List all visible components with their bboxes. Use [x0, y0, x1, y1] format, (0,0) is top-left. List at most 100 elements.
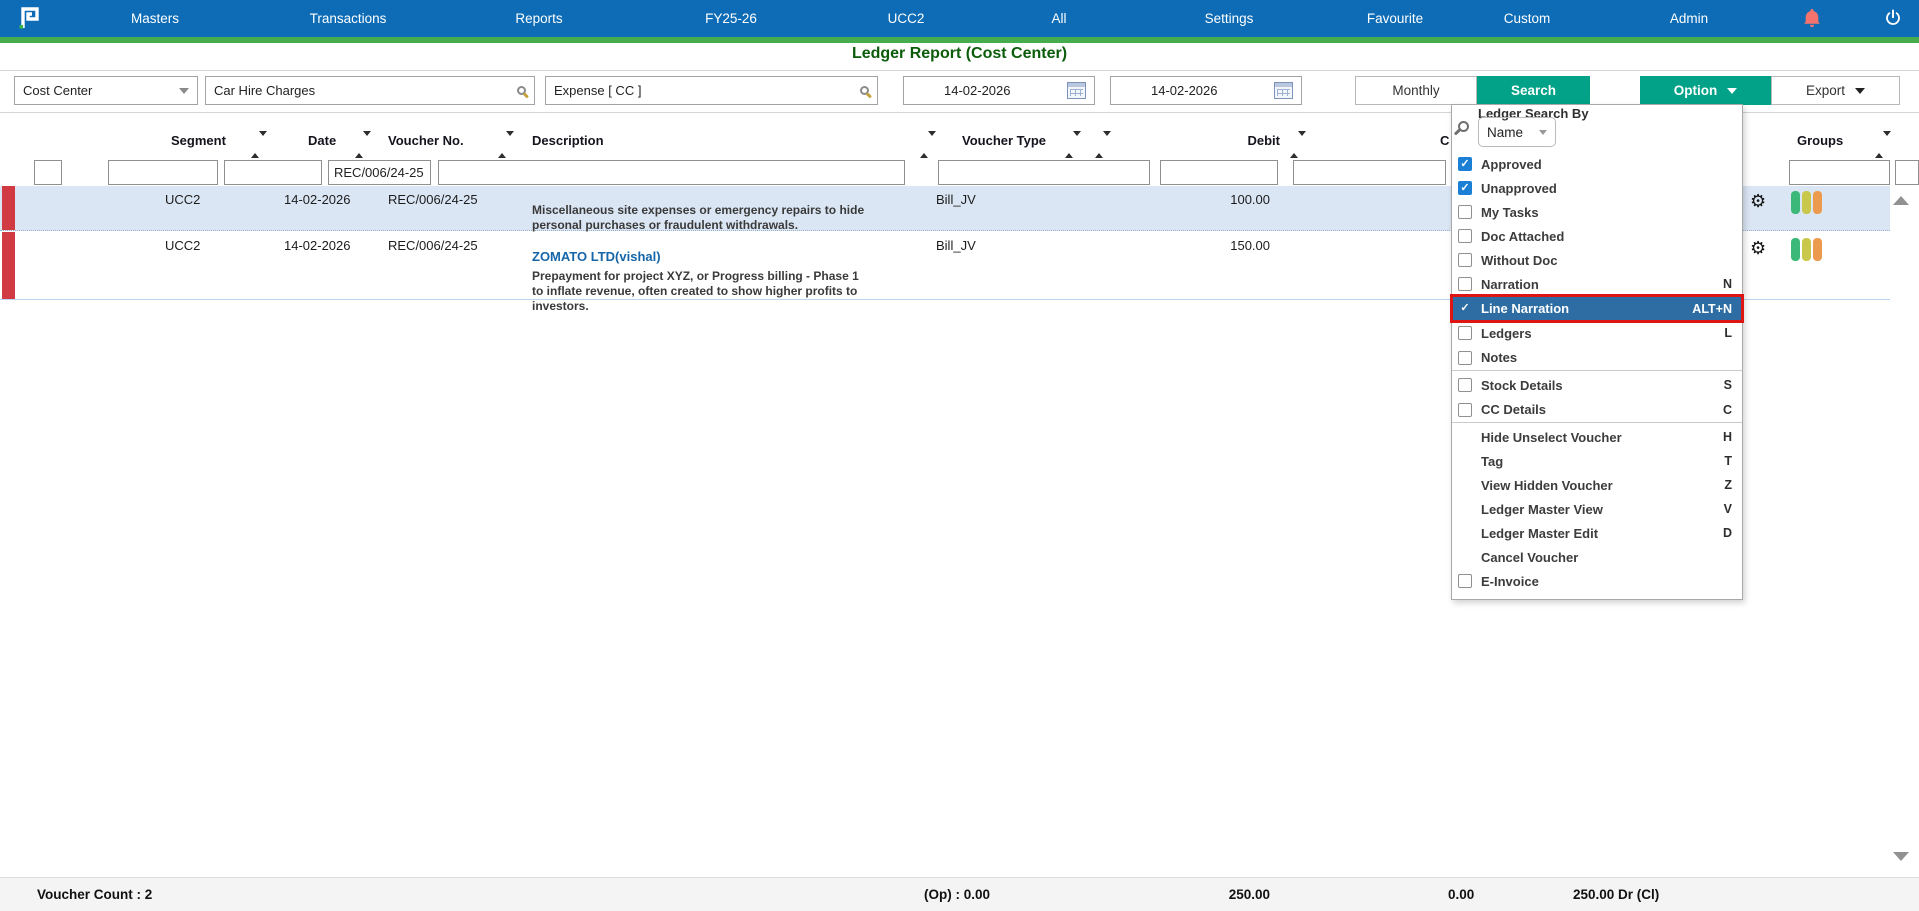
menu-item-ledger-master-view[interactable]: Ledger Master View V	[1481, 501, 1732, 517]
checkbox-checked[interactable]: ✓	[1460, 302, 1470, 314]
group-badges[interactable]	[1791, 238, 1822, 261]
menu-item-tag[interactable]: Tag T	[1481, 453, 1732, 469]
export-button[interactable]: Export	[1771, 76, 1900, 105]
search-by-select[interactable]: Name	[1478, 117, 1556, 147]
nav-all[interactable]: All	[1051, 11, 1067, 26]
nav-accent-bar	[0, 37, 1919, 43]
menu-item-without-doc[interactable]: Without Doc	[1452, 248, 1742, 272]
nav-settings[interactable]: Settings	[1204, 11, 1254, 26]
col-header-credit[interactable]: C	[1440, 133, 1450, 148]
scroll-down-arrow[interactable]	[1893, 852, 1909, 861]
group-badge-green	[1791, 238, 1800, 261]
menu-item-approved[interactable]: ✓ Approved	[1452, 152, 1742, 176]
nav-financial-year[interactable]: FY25-26	[705, 11, 757, 26]
search-icon[interactable]	[860, 86, 869, 95]
menu-item-view-hidden-voucher[interactable]: View Hidden Voucher Z	[1481, 477, 1732, 493]
sort-icon[interactable]	[1065, 131, 1081, 158]
nav-reports[interactable]: Reports	[515, 11, 563, 26]
checkbox-unchecked[interactable]	[1458, 574, 1472, 588]
menu-item-doc-attached[interactable]: Doc Attached	[1452, 224, 1742, 248]
col-header-debit[interactable]: Debit	[1247, 133, 1281, 148]
menu-item-my-tasks[interactable]: My Tasks	[1452, 200, 1742, 224]
checkbox-unchecked[interactable]	[1458, 326, 1472, 340]
sort-icon[interactable]	[1875, 131, 1891, 158]
menu-item-stock-details[interactable]: Stock Details S	[1452, 373, 1742, 397]
nav-transactions[interactable]: Transactions	[309, 11, 387, 26]
sort-icon[interactable]	[498, 131, 514, 158]
table-row[interactable]: UCC2 14-02-2026 REC/006/24-25 ZOMATO LTD…	[0, 232, 1890, 313]
checkbox-checked[interactable]: ✓	[1458, 157, 1472, 171]
notification-bell-icon[interactable]	[1804, 9, 1821, 33]
checkbox-unchecked[interactable]	[1458, 378, 1472, 392]
groups-filter-input[interactable]	[1789, 160, 1890, 185]
gear-icon[interactable]: ⚙	[1750, 191, 1767, 211]
checkbox-checked[interactable]: ✓	[1458, 181, 1472, 195]
checkbox-unchecked[interactable]	[1458, 350, 1472, 365]
select-all-box[interactable]	[34, 160, 62, 185]
sort-icon[interactable]	[251, 131, 267, 158]
menu-item-cancel-voucher[interactable]: Cancel Voucher	[1481, 549, 1579, 565]
from-date-field[interactable]: 14-02-2026	[903, 76, 1095, 105]
search-icon[interactable]	[1458, 121, 1469, 132]
menu-item-narration[interactable]: Narration N	[1452, 272, 1742, 296]
option-button[interactable]: Option	[1640, 76, 1771, 105]
checkbox-unchecked[interactable]	[1458, 277, 1472, 291]
checkbox-unchecked[interactable]	[1458, 205, 1472, 219]
nav-custom[interactable]: Custom	[1503, 11, 1551, 26]
description-filter-input[interactable]	[438, 160, 905, 185]
line-narration-text: Prepayment for project XYZ, or Progress …	[532, 269, 859, 313]
monthly-button[interactable]: Monthly	[1355, 76, 1477, 105]
voucher-no-filter-input[interactable]	[328, 160, 431, 185]
menu-item-ledger-master-edit[interactable]: Ledger Master Edit D	[1481, 525, 1732, 541]
checkbox-unchecked[interactable]	[1458, 229, 1472, 243]
nav-masters[interactable]: Masters	[130, 11, 180, 26]
group-search-field[interactable]: Expense [ CC ]	[545, 76, 878, 105]
from-date-value: 14-02-2026	[944, 83, 1011, 98]
col-header-groups[interactable]: Groups	[1797, 133, 1844, 148]
col-header-segment[interactable]: Segment	[171, 133, 226, 148]
checkbox-unchecked[interactable]	[1458, 402, 1472, 417]
sort-icon[interactable]	[1095, 131, 1111, 158]
gear-icon[interactable]: ⚙	[1750, 238, 1767, 258]
power-icon[interactable]	[1884, 9, 1902, 32]
report-type-select[interactable]: Cost Center	[14, 76, 198, 105]
col-header-voucher-no[interactable]: Voucher No.	[388, 133, 464, 148]
credit-filter-input[interactable]	[1293, 160, 1446, 185]
nav-company[interactable]: UCC2	[887, 11, 925, 26]
group-badges[interactable]	[1791, 191, 1822, 214]
search-icon[interactable]	[517, 86, 526, 95]
date-filter-input[interactable]	[224, 160, 322, 185]
calendar-icon[interactable]	[1274, 82, 1293, 99]
app-logo-icon[interactable]	[16, 5, 42, 36]
sort-icon[interactable]	[1290, 131, 1306, 158]
menu-item-e-invoice[interactable]: E-Invoice	[1452, 569, 1742, 593]
to-date-field[interactable]: 14-02-2026	[1110, 76, 1302, 105]
sort-icon[interactable]	[920, 131, 936, 158]
cell-voucher-no: REC/006/24-25	[388, 238, 478, 253]
ledger-search-field[interactable]: Car Hire Charges	[205, 76, 535, 105]
voucher-type-filter-input[interactable]	[938, 160, 1150, 185]
sort-icon[interactable]	[355, 131, 371, 158]
calendar-icon[interactable]	[1067, 82, 1086, 99]
menu-item-line-narration[interactable]: ✓ Line Narration ALT+N	[1450, 294, 1744, 323]
menu-item-hide-unselect-voucher[interactable]: Hide Unselect Voucher H	[1481, 429, 1732, 445]
checkbox-unchecked[interactable]	[1458, 253, 1472, 267]
menu-item-cc-details[interactable]: CC Details C	[1452, 397, 1742, 423]
menu-item-notes[interactable]: Notes	[1452, 345, 1742, 371]
scroll-up-arrow[interactable]	[1893, 196, 1909, 205]
cell-segment: UCC2	[165, 238, 201, 253]
nav-favourite[interactable]: Favourite	[1366, 11, 1424, 26]
nav-admin[interactable]: Admin	[1669, 11, 1709, 26]
segment-filter-input[interactable]	[108, 160, 218, 185]
menu-item-ledgers[interactable]: Ledgers L	[1452, 321, 1742, 345]
col-header-voucher-type[interactable]: Voucher Type	[962, 133, 1047, 148]
col-header-date[interactable]: Date	[308, 133, 337, 148]
ledger-name-link[interactable]: ZOMATO LTD(vishal)	[532, 249, 661, 264]
extra-filter-input[interactable]	[1895, 160, 1919, 185]
search-button[interactable]: Search	[1477, 76, 1590, 105]
debit-filter-input[interactable]	[1160, 160, 1278, 185]
report-type-value: Cost Center	[23, 83, 93, 98]
menu-item-unapproved[interactable]: ✓ Unapproved	[1452, 176, 1742, 200]
col-header-description[interactable]: Description	[532, 133, 604, 148]
shortcut-key: ALT+N	[1692, 301, 1732, 316]
